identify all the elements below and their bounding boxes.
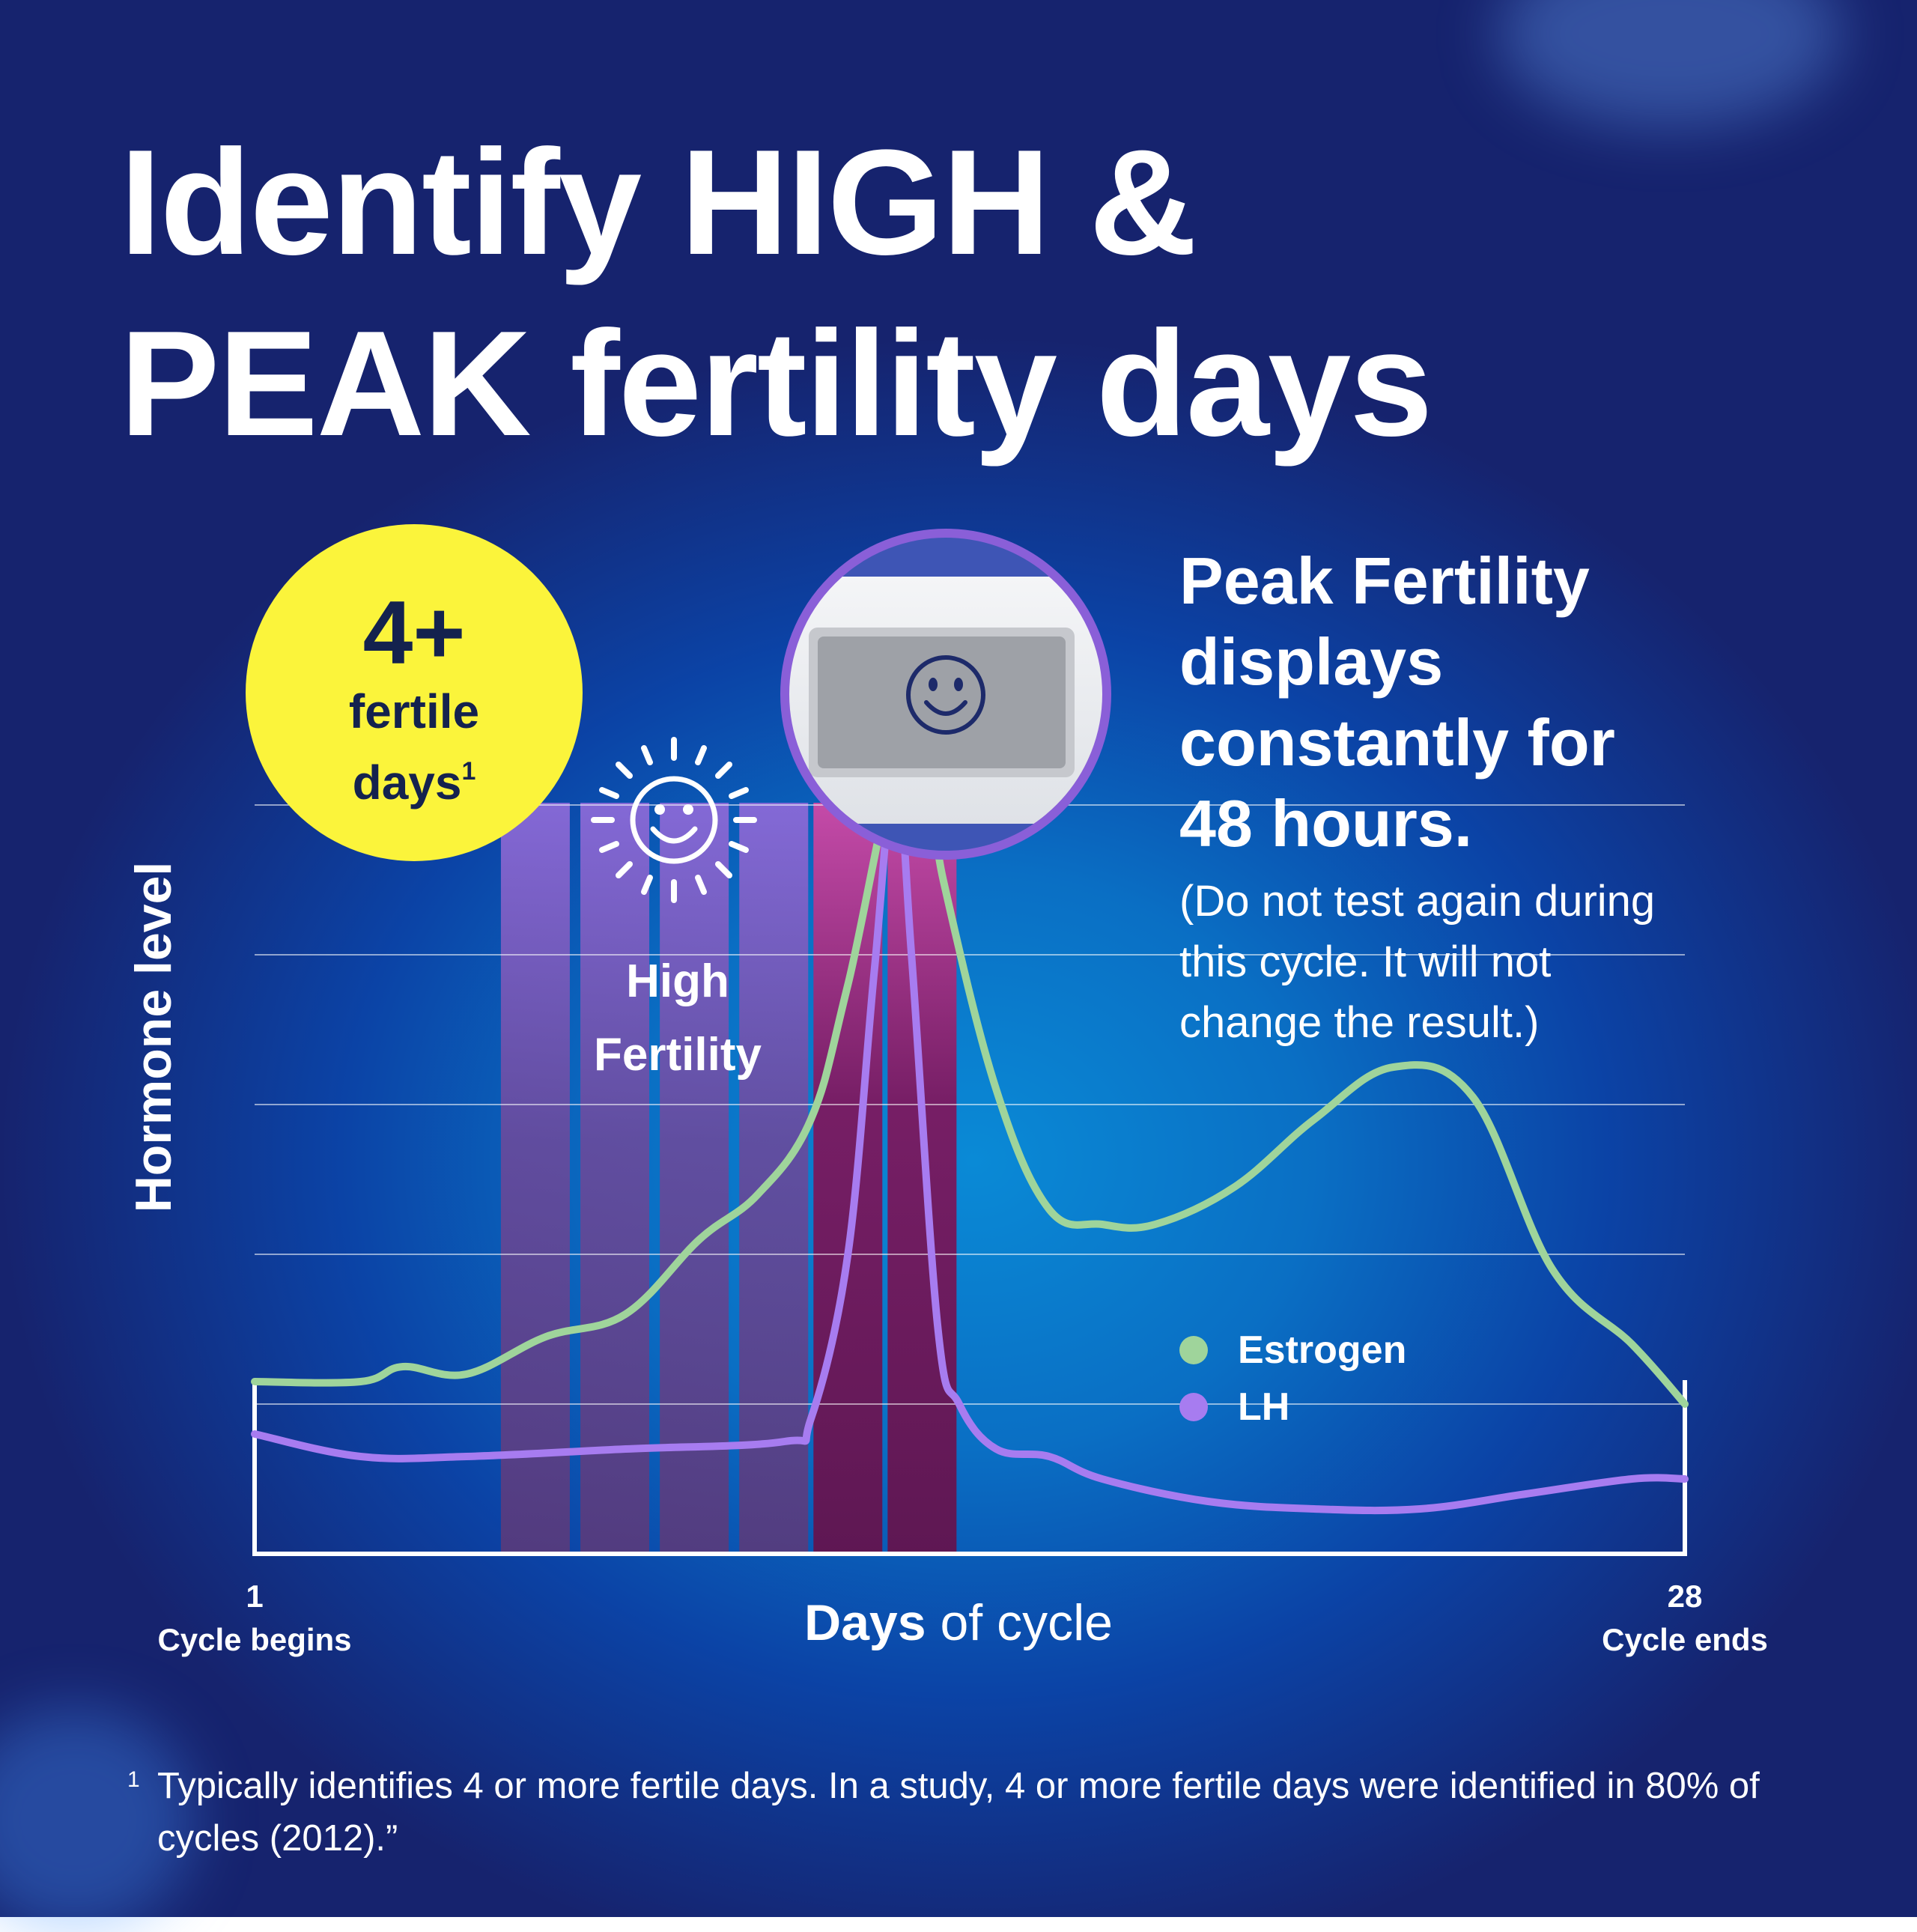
footnote: 1 Typically identifies 4 or more fertile… — [127, 1760, 1782, 1865]
peak-note-line-2: this cycle. It will not — [1179, 938, 1552, 986]
smiley-with-rays-icon — [591, 737, 757, 903]
x-tick-start: 1 Cycle begins — [157, 1575, 351, 1662]
x-axis-title: Days of cycle — [804, 1594, 1113, 1652]
legend-swatch-estrogen — [1179, 1336, 1208, 1364]
chart-axes — [252, 1380, 1687, 1556]
high-fertility-label-line-2: Fertility — [594, 1029, 762, 1081]
legend-label-lh: LH — [1238, 1385, 1290, 1429]
page-title: Identify HIGH & PEAK fertility days — [120, 112, 1433, 475]
peak-fertility-note: (Do not test again during this cycle. It… — [1179, 871, 1655, 1053]
peak-heading-line-1: Peak Fertility — [1179, 544, 1590, 618]
test-stick-display — [780, 529, 1111, 860]
high-fertility-band-2 — [580, 803, 650, 1554]
series-line-estrogen — [251, 709, 1689, 1408]
x-tick-end: 28 Cycle ends — [1602, 1575, 1768, 1662]
fertility-bands — [500, 803, 957, 1554]
series-line-lh — [251, 763, 1689, 1515]
peak-heading-line-3: constantly for — [1179, 705, 1615, 780]
legend-label-estrogen: Estrogen — [1238, 1328, 1407, 1372]
title-line-2: PEAK fertility days — [120, 300, 1433, 467]
title-line-1: Identify HIGH & — [120, 119, 1197, 286]
peak-heading-line-2: displays — [1179, 625, 1444, 699]
high-fertility-band-3 — [660, 803, 729, 1554]
x-tick-start-number: 1 — [246, 1579, 264, 1614]
x-tick-end-number: 28 — [1667, 1579, 1703, 1614]
peak-heading-line-4: 48 hours. — [1179, 786, 1473, 860]
peak-fertility-heading: Peak Fertility displays constantly for 4… — [1179, 541, 1615, 864]
x-tick-end-caption: Cycle ends — [1602, 1622, 1768, 1657]
legend-swatch-lh — [1179, 1393, 1208, 1421]
peak-note-line-1: (Do not test again during — [1179, 877, 1656, 926]
high-fertility-label: High Fertility — [594, 945, 762, 1092]
badge-footnote-mark: 1 — [461, 757, 476, 786]
footnote-text: Typically identifies 4 or more fertile d… — [157, 1766, 1760, 1859]
peak-fertility-band-2 — [887, 803, 957, 1554]
legend-item-estrogen: Estrogen — [1179, 1322, 1406, 1379]
legend-item-lh: LH — [1179, 1379, 1406, 1436]
footnote-mark: 1 — [127, 1767, 140, 1792]
fertile-days-badge: 4+ fertile days1 — [246, 524, 583, 861]
smiley-face-icon — [906, 655, 985, 735]
high-fertility-label-line-1: High — [626, 956, 729, 1007]
high-fertility-band-1 — [500, 803, 570, 1554]
badge-count: 4+ — [362, 583, 466, 683]
badge-line-2-text: days — [352, 756, 462, 809]
y-axis-title: Hormone level — [125, 861, 182, 1213]
peak-note-line-3: change the result.) — [1179, 998, 1540, 1047]
chart-series — [251, 709, 1689, 1515]
chart-legend: Estrogen LH — [1179, 1322, 1406, 1436]
x-axis-title-bold: Days — [804, 1594, 926, 1651]
x-axis-title-rest: of cycle — [926, 1594, 1113, 1651]
background-glow-bottom-left — [0, 1707, 195, 1932]
x-tick-start-caption: Cycle begins — [157, 1622, 352, 1657]
badge-line-2: days1 — [246, 741, 583, 812]
badge-line-1: fertile — [348, 684, 480, 738]
peak-fertility-band-1 — [813, 803, 883, 1554]
